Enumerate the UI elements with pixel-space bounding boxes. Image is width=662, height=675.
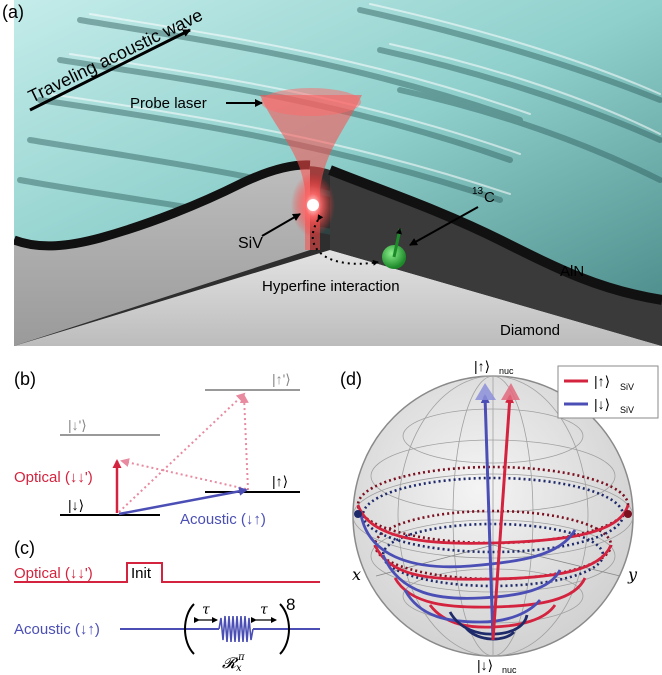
red-final-vector	[491, 394, 515, 641]
aln-edge-left	[14, 160, 311, 251]
aln-label: AlN	[560, 263, 584, 280]
rotation-sup: π	[237, 652, 245, 663]
bottom-state-label: |↓⟩	[477, 657, 493, 673]
optical-dotted-3	[120, 458, 247, 490]
x-axis-line	[375, 544, 494, 577]
level-up-excited-label: |↑'⟩	[272, 371, 291, 387]
acoustic-burst	[218, 615, 254, 643]
optical-label-c: Optical (↓↓')	[14, 565, 93, 582]
panel-b-label: (b)	[14, 369, 36, 389]
c13-label: C	[484, 189, 495, 206]
legend-down-sub: SiV	[620, 405, 634, 415]
bottom-state-sub: nuc	[502, 665, 517, 675]
red-start-point	[624, 510, 632, 518]
blue-start-point	[354, 510, 362, 518]
level-down-excited-label: |↓'⟩	[68, 417, 87, 433]
acoustic-label-b: Acoustic (↓↑)	[180, 511, 266, 528]
panel-b: (b) |↓'⟩ |↑'⟩ |↓⟩ |↑⟩ Optical (↓↓') Acou…	[14, 369, 300, 528]
acoustic-transition	[118, 486, 248, 516]
optical-dotted-1	[118, 392, 246, 513]
siv-center	[307, 199, 319, 211]
y-axis-label: y	[627, 565, 638, 584]
level-down-label: |↓⟩	[68, 497, 84, 513]
rotation-label: 𝓡	[222, 654, 239, 672]
laser-top	[261, 88, 361, 116]
legend-up-label: |↑⟩	[594, 373, 610, 389]
diamond-wall-left	[14, 164, 310, 346]
panel-d: (d)	[340, 358, 659, 675]
panel-c: (c) Optical (↓↓') Init Acoustic (↓↑) τ τ…	[14, 538, 320, 674]
tau-right: τ	[260, 602, 268, 618]
c13-arrow	[409, 206, 479, 246]
tau-left: τ	[202, 602, 210, 618]
right-paren	[279, 603, 290, 655]
panel-a-label: (a)	[2, 2, 24, 22]
level-up-label: |↑⟩	[272, 473, 288, 489]
rotation-sub: x	[236, 663, 242, 674]
probe-laser-beam	[260, 95, 362, 250]
panel-a: Traveling acoustic wave Probe laser SiV …	[14, 0, 662, 346]
aln-edge-right	[328, 165, 662, 305]
optical-label-b: Optical (↓↓')	[14, 469, 93, 486]
y-axis-line	[492, 544, 621, 577]
c13-label-sup: 13	[472, 186, 484, 197]
legend-down-label: |↓⟩	[594, 396, 610, 412]
siv-label: SiV	[238, 235, 263, 252]
legend-box	[557, 365, 659, 419]
diamond-label: Diamond	[500, 322, 560, 339]
top-state-label: |↑⟩	[474, 358, 490, 374]
panel-d-label: (d)	[340, 369, 362, 389]
hyperfine-label: Hyperfine interaction	[262, 278, 400, 295]
optical-pulse-line	[14, 562, 320, 583]
legend: |↑⟩ SiV |↓⟩ SiV	[557, 365, 659, 419]
probe-laser-label: Probe laser	[130, 95, 207, 112]
acoustic-label-c: Acoustic (↓↑)	[14, 621, 100, 638]
repeat-exponent: 8	[286, 595, 295, 614]
legend-up-sub: SiV	[620, 382, 634, 392]
top-state-sub: nuc	[499, 366, 514, 376]
panel-c-label: (c)	[14, 538, 35, 558]
diamond-floor	[14, 250, 662, 346]
x-axis-label: x	[352, 565, 361, 584]
siv-arrow	[261, 213, 301, 237]
blue-vector-head	[475, 383, 496, 400]
red-vector-head	[501, 383, 520, 400]
traveling-wave-arrow	[29, 28, 191, 112]
optical-dotted-2	[239, 394, 249, 491]
aln-surface	[14, 0, 662, 300]
left-paren	[184, 603, 195, 655]
init-label: Init	[131, 565, 152, 582]
blue-final-vector	[480, 394, 495, 641]
c13-spin-arrow	[392, 228, 402, 258]
diamond-wall-right	[330, 170, 662, 346]
